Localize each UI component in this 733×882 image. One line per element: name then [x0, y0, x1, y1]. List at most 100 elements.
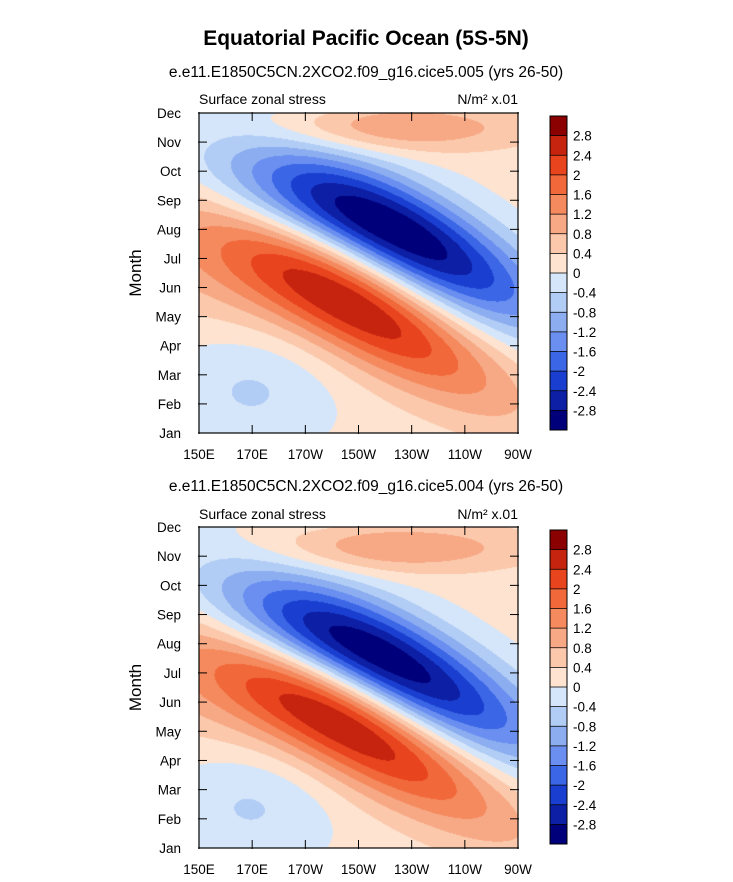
panel-title: e.e11.E1850C5CN.2XCO2.f09_g16.cice5.005 … — [169, 64, 563, 81]
colorbar-label: -2.8 — [573, 817, 596, 832]
colorbar-label: -1.2 — [573, 325, 596, 340]
y-tick-label: May — [155, 724, 181, 739]
x-tick-label: 150W — [341, 862, 377, 877]
colorbar-swatch — [550, 726, 567, 747]
colorbar-swatch — [550, 824, 567, 845]
y-tick-label: Aug — [157, 637, 181, 652]
x-tick-label: 90W — [504, 862, 532, 877]
x-tick-label: 150E — [183, 862, 215, 877]
y-tick-label: Dec — [157, 106, 181, 121]
colorbar-label: -1.6 — [573, 759, 596, 774]
y-tick-label: Jun — [159, 281, 181, 296]
colorbar-swatch — [550, 273, 567, 293]
x-tick-label: 150W — [341, 447, 377, 462]
x-tick-label: 170E — [236, 862, 268, 877]
y-tick-label: Mar — [158, 368, 182, 383]
y-tick-label: Jun — [159, 695, 181, 710]
colorbar-label: 0 — [573, 680, 581, 695]
panel-title: e.e11.E1850C5CN.2XCO2.f09_g16.cice5.004 … — [169, 478, 563, 495]
x-tick-label: 110W — [448, 447, 483, 462]
colorbar-swatch — [550, 765, 567, 786]
colorbar-label: 1.2 — [573, 621, 592, 636]
colorbar-label: -0.4 — [573, 700, 597, 715]
y-tick-label: Nov — [157, 549, 181, 564]
y-tick-label: Jan — [159, 841, 181, 856]
colorbar-swatch — [550, 687, 567, 707]
colorbar-label: 1.6 — [573, 602, 592, 617]
x-tick-label: 150E — [183, 447, 215, 462]
colorbar-swatch — [550, 135, 567, 156]
y-tick-label: Oct — [160, 164, 181, 179]
y-tick-label: Apr — [160, 753, 182, 768]
y-axis-label: Month — [126, 249, 145, 296]
contour-field — [199, 527, 518, 848]
colorbar-swatch — [550, 292, 567, 313]
variable-label: Surface zonal stress — [199, 506, 326, 522]
y-tick-label: Feb — [158, 397, 181, 412]
y-tick-label: Mar — [158, 783, 182, 798]
colorbar-swatch — [550, 569, 567, 590]
colorbar-swatch — [550, 608, 567, 629]
x-tick-label: 130W — [394, 447, 430, 462]
colorbar-swatch — [550, 410, 567, 431]
colorbar-swatch — [550, 351, 567, 372]
y-tick-label: Feb — [158, 812, 181, 827]
colorbar-swatch — [550, 588, 567, 609]
colorbar-swatch — [550, 667, 567, 688]
y-tick-label: Sep — [157, 608, 181, 623]
x-tick-label: 110W — [448, 862, 483, 877]
contour-field — [199, 113, 518, 433]
y-tick-label: Jan — [159, 426, 181, 441]
x-tick-label: 90W — [504, 447, 532, 462]
y-tick-label: Oct — [160, 578, 181, 593]
y-tick-label: Aug — [157, 222, 181, 237]
variable-label: Surface zonal stress — [199, 91, 326, 107]
colorbar-swatch — [550, 706, 567, 727]
colorbar-label: 0.8 — [573, 227, 592, 242]
colorbar-label: -2 — [573, 778, 585, 793]
colorbar-swatch — [550, 647, 567, 668]
colorbar-label: 2.8 — [573, 543, 592, 558]
colorbar-label: -2.8 — [573, 403, 596, 418]
colorbar-label: -0.4 — [573, 286, 597, 301]
y-tick-label: Sep — [157, 193, 181, 208]
colorbar-label: 0 — [573, 266, 581, 281]
colorbar-swatch — [550, 628, 567, 649]
colorbar-swatch — [550, 174, 567, 195]
units-label: N/m² x.01 — [457, 506, 518, 522]
x-tick-label: 170W — [288, 862, 324, 877]
units-label: N/m² x.01 — [457, 91, 518, 107]
y-tick-label: Jul — [164, 666, 181, 681]
colorbar-label: 0.4 — [573, 660, 592, 675]
colorbar-label: -0.8 — [573, 719, 596, 734]
colorbar-swatch — [550, 745, 567, 766]
figure-title: Equatorial Pacific Ocean (5S-5N) — [203, 27, 529, 50]
colorbar-label: 2 — [573, 582, 581, 597]
colorbar-swatch — [550, 549, 567, 570]
x-tick-label: 130W — [394, 862, 430, 877]
colorbar-swatch — [550, 530, 567, 550]
colorbar-swatch — [550, 253, 567, 274]
colorbar-swatch — [550, 155, 567, 176]
x-tick-label: 170W — [288, 447, 324, 462]
colorbar-label: -2 — [573, 364, 585, 379]
colorbar-swatch — [550, 214, 567, 235]
colorbar-label: 1.2 — [573, 207, 592, 222]
colorbar-swatch — [550, 804, 567, 825]
colorbar-swatch — [550, 116, 567, 136]
chart-panel-1: e.e11.E1850C5CN.2XCO2.f09_g16.cice5.005 … — [126, 64, 597, 462]
y-tick-label: Nov — [157, 135, 181, 150]
colorbar-label: 0.8 — [573, 641, 592, 656]
colorbar-label: 2.4 — [573, 562, 592, 577]
colorbar-label: -2.4 — [573, 384, 597, 399]
y-tick-label: Apr — [160, 339, 182, 354]
colorbar-label: -1.6 — [573, 345, 596, 360]
colorbar-swatch — [550, 371, 567, 392]
colorbar-label: -0.8 — [573, 305, 596, 320]
colorbar-swatch — [550, 233, 567, 254]
colorbar-label: 2 — [573, 168, 581, 183]
colorbar-swatch — [550, 785, 567, 806]
y-axis-label: Month — [126, 664, 145, 711]
chart-panel-2: e.e11.E1850C5CN.2XCO2.f09_g16.cice5.004 … — [126, 478, 597, 877]
